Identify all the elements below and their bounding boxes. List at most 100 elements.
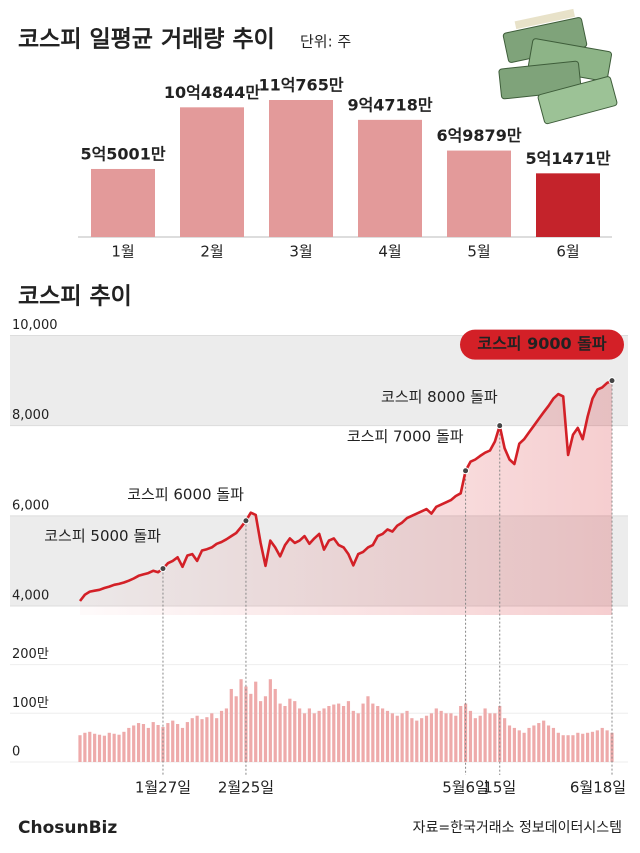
annotation: 코스피 5000 돌파 [44, 527, 161, 545]
volume-bar [420, 718, 424, 762]
volume-bar [234, 696, 238, 762]
volume-bar [532, 725, 536, 762]
bar [91, 168, 155, 237]
volume-bar [537, 723, 541, 762]
line [78, 379, 613, 602]
volume-bar [83, 732, 87, 762]
volume-bar [561, 735, 565, 762]
volume-bar [439, 710, 443, 762]
volume-bar [366, 696, 370, 762]
bar [536, 173, 600, 237]
volume-bar [254, 681, 258, 762]
logo: ChosunBiz [18, 818, 117, 838]
volume-bar [185, 722, 189, 762]
volume-bar [268, 679, 272, 762]
bar [269, 100, 333, 237]
x-tick-label: 1월 [111, 243, 134, 261]
volume-bar [454, 715, 458, 762]
volume-bar [429, 713, 434, 762]
volume-bar [166, 723, 170, 762]
x-tick-label: 2월 [200, 243, 223, 261]
volume-bar [424, 715, 429, 762]
volume-bar [146, 727, 150, 762]
value-label: 6억9879만 [436, 126, 521, 145]
volume-bar [156, 724, 160, 762]
bar [180, 107, 244, 238]
volume-bar [600, 727, 604, 762]
area [80, 380, 612, 615]
volume-bar [219, 710, 224, 762]
volume-bar [317, 710, 321, 762]
y-tick-label: 100만 [12, 696, 49, 711]
volume-bar [327, 706, 331, 762]
x-tick-label: 5월6일 [442, 779, 489, 797]
volume-bar [210, 713, 214, 762]
volume-bar [122, 731, 126, 762]
money-icon [498, 8, 618, 125]
volume-bar [171, 720, 175, 762]
y-tick-label: 0 [12, 745, 20, 760]
point [608, 377, 616, 385]
volume-bar [239, 679, 243, 762]
volume-bar [341, 706, 346, 762]
volume-bar [434, 708, 438, 762]
value-label: 9억4718만 [347, 95, 432, 114]
volume-bar [356, 713, 360, 762]
volume-bar [136, 723, 141, 762]
volume-bar [390, 713, 394, 762]
x-tick-label: 6월 [556, 243, 579, 261]
bar [358, 119, 422, 237]
source: 자료=한국거래소 정보데이터시스템 [413, 820, 622, 836]
volume-bar [361, 703, 365, 762]
volume-bar [273, 688, 277, 762]
volume-bar [88, 731, 92, 762]
volume-bar [263, 696, 268, 762]
volume-bar [93, 733, 97, 762]
volume-bar [229, 688, 233, 762]
volume-bar [507, 725, 512, 762]
volume-bar [576, 732, 580, 762]
volume-bar [546, 725, 551, 762]
volume-bar [107, 732, 111, 762]
volume-bar [478, 715, 482, 762]
x-tick-label: 5월 [467, 243, 490, 261]
volume-bar [195, 715, 199, 762]
point [242, 517, 250, 525]
y-tick-label: 6,000 [12, 498, 49, 513]
volume-bar [97, 734, 102, 762]
volume-bar [444, 713, 448, 762]
volume-bar [512, 727, 516, 762]
volume-bar [571, 735, 575, 762]
volume-bar [346, 701, 351, 762]
volume-bar [180, 727, 185, 762]
volume-bar [307, 708, 311, 762]
volume-bar [590, 731, 595, 762]
y-tick-label: 10,000 [12, 318, 58, 333]
volume-bar [112, 733, 116, 762]
volume-bar [376, 706, 380, 762]
volume-bar [283, 706, 287, 762]
value-label: 11억765만 [258, 76, 343, 95]
volume-bar [205, 717, 209, 762]
volume-bar [351, 710, 355, 762]
volume-bar [400, 713, 404, 762]
volume-bar [127, 727, 131, 762]
volume-bar [312, 713, 316, 762]
volume-bar [556, 732, 560, 762]
volume-bar [381, 708, 385, 762]
volume-bar [288, 698, 292, 762]
volume-bar [468, 710, 473, 762]
volume-bar [371, 703, 375, 762]
volume-bar [566, 735, 570, 762]
unit-label: 단위: 주 [300, 33, 351, 51]
annotation: 코스피 7000 돌파 [347, 427, 464, 445]
volume-bar [302, 713, 307, 762]
volume-bar [117, 734, 121, 762]
value-label: 5억1471만 [525, 149, 610, 168]
volume-bar [322, 708, 326, 762]
volume-bar [395, 715, 399, 762]
annotation: 코스피 6000 돌파 [127, 485, 244, 503]
volume-bar [258, 701, 263, 762]
volume-bar [132, 725, 136, 762]
